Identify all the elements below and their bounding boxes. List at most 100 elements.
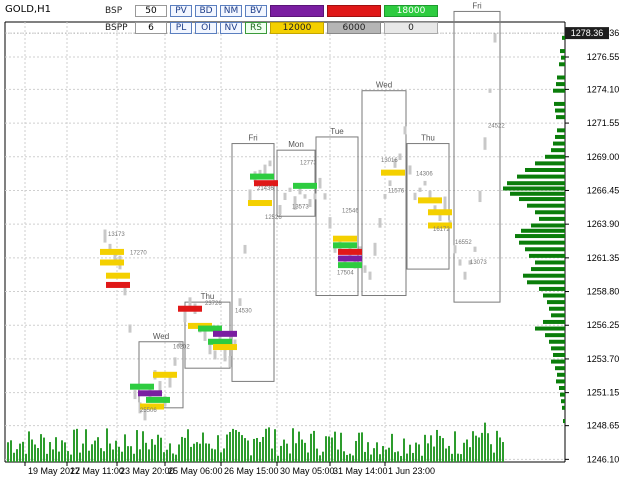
footprint-tag (428, 222, 452, 229)
profile-bar (553, 352, 565, 357)
footprint-value: 12526 (265, 215, 282, 221)
volume-bar (481, 432, 483, 462)
volume-bar (331, 437, 333, 462)
footprint-tag (338, 255, 362, 262)
pl-button[interactable]: PL (170, 22, 192, 34)
volume-bar (373, 448, 375, 462)
bsp-readout-purple (270, 5, 324, 17)
price-bar (133, 390, 137, 400)
profile-bar (555, 366, 565, 371)
rs-button[interactable]: RS (245, 22, 267, 34)
volume-bar (424, 434, 426, 462)
y-tick-label: 1274.10 (587, 84, 620, 94)
volume-bar (178, 444, 180, 462)
volume-bar (31, 439, 33, 462)
bspp-readout-gray: 6000 (327, 22, 381, 34)
price-bar (318, 177, 322, 189)
nm-button[interactable]: NM (220, 5, 242, 17)
profile-bar (562, 35, 565, 40)
profile-bar (539, 216, 565, 221)
profile-bar (549, 306, 565, 311)
price-bar (143, 408, 147, 421)
footprint-tag (248, 200, 272, 207)
oi-button[interactable]: OI (195, 22, 217, 34)
price-bar (423, 180, 427, 186)
profile-bar (551, 359, 565, 364)
footprint-value: 13173 (108, 232, 125, 238)
volume-bar (412, 452, 414, 462)
price-bar (213, 350, 217, 360)
profile-bar (551, 313, 565, 318)
footprint-value: 13573 (292, 204, 309, 210)
volume-bar (472, 431, 474, 462)
volume-bar (226, 434, 228, 462)
volume-bar (94, 440, 96, 462)
volume-bar (298, 431, 300, 462)
volume-bar (292, 428, 294, 462)
volume-bar (79, 452, 81, 462)
volume-bar (220, 452, 222, 462)
profile-bar (559, 386, 565, 391)
profile-bar (551, 148, 565, 153)
volume-bar (118, 446, 120, 462)
session-box-label: Fri (472, 1, 482, 10)
volume-bar (337, 449, 339, 462)
footprint-value: 25506 (140, 408, 157, 414)
y-tick-label: 1256.25 (587, 320, 620, 330)
volume-bar (145, 442, 147, 462)
bsp-value-field[interactable]: 50 (135, 5, 167, 17)
profile-bar (563, 419, 565, 424)
session-box (453, 10, 501, 303)
bspp-readout-yellow: 12000 (270, 22, 324, 34)
price-bar (483, 137, 487, 150)
bspp-value-field[interactable]: 6 (135, 22, 167, 34)
x-tick-label: 26 May 15:00 (224, 466, 279, 476)
volume-bar (106, 428, 108, 462)
bspp-label: BSPP (105, 23, 128, 33)
profile-bar (535, 210, 565, 215)
profile-bar (562, 405, 565, 410)
volume-bar (475, 435, 477, 462)
bspp-row: BSPP 6 PL OI NV RS 12000 6000 0 (105, 21, 441, 35)
volume-bar (283, 439, 285, 462)
bsp-label: BSP (105, 6, 123, 16)
bd-button[interactable]: BD (195, 5, 217, 17)
volume-bar (43, 437, 45, 462)
price-bar (403, 126, 407, 135)
y-tick-label: 1266.45 (587, 185, 620, 195)
price-bar (243, 244, 247, 254)
footprint-tag (178, 305, 202, 312)
volume-bar (469, 447, 471, 462)
volume-bar (217, 435, 219, 462)
volume-bar (88, 450, 90, 462)
profile-bar (556, 379, 565, 384)
price-bar (393, 158, 397, 168)
volume-bar (127, 446, 129, 462)
footprint-tag (254, 180, 278, 187)
nv-button[interactable]: NV (220, 22, 242, 34)
footprint-tag (140, 403, 164, 410)
volume-bar (403, 438, 405, 462)
bv-button[interactable]: BV (245, 5, 267, 17)
volume-bar (268, 427, 270, 462)
volume-bar (232, 428, 234, 462)
footprint-tag (106, 281, 130, 288)
price-bar (128, 324, 132, 333)
footprint-value: 16202 (173, 344, 190, 350)
volume-bar (388, 447, 390, 462)
volume-bar (442, 438, 444, 462)
volume-bar (340, 432, 342, 462)
volume-bar (46, 453, 48, 462)
volume-bar (247, 440, 249, 462)
volume-bar (487, 433, 489, 462)
pv-button[interactable]: PV (170, 5, 192, 17)
volume-bar (400, 455, 402, 462)
price-bar (223, 348, 227, 362)
price-bar (438, 211, 442, 222)
volume-bar (397, 451, 399, 462)
volume-bar (460, 454, 462, 462)
price-bar (293, 196, 297, 210)
bsp-row: BSP 50 PV BD NM BV 18000 (105, 4, 441, 18)
volume-bar (343, 451, 345, 462)
